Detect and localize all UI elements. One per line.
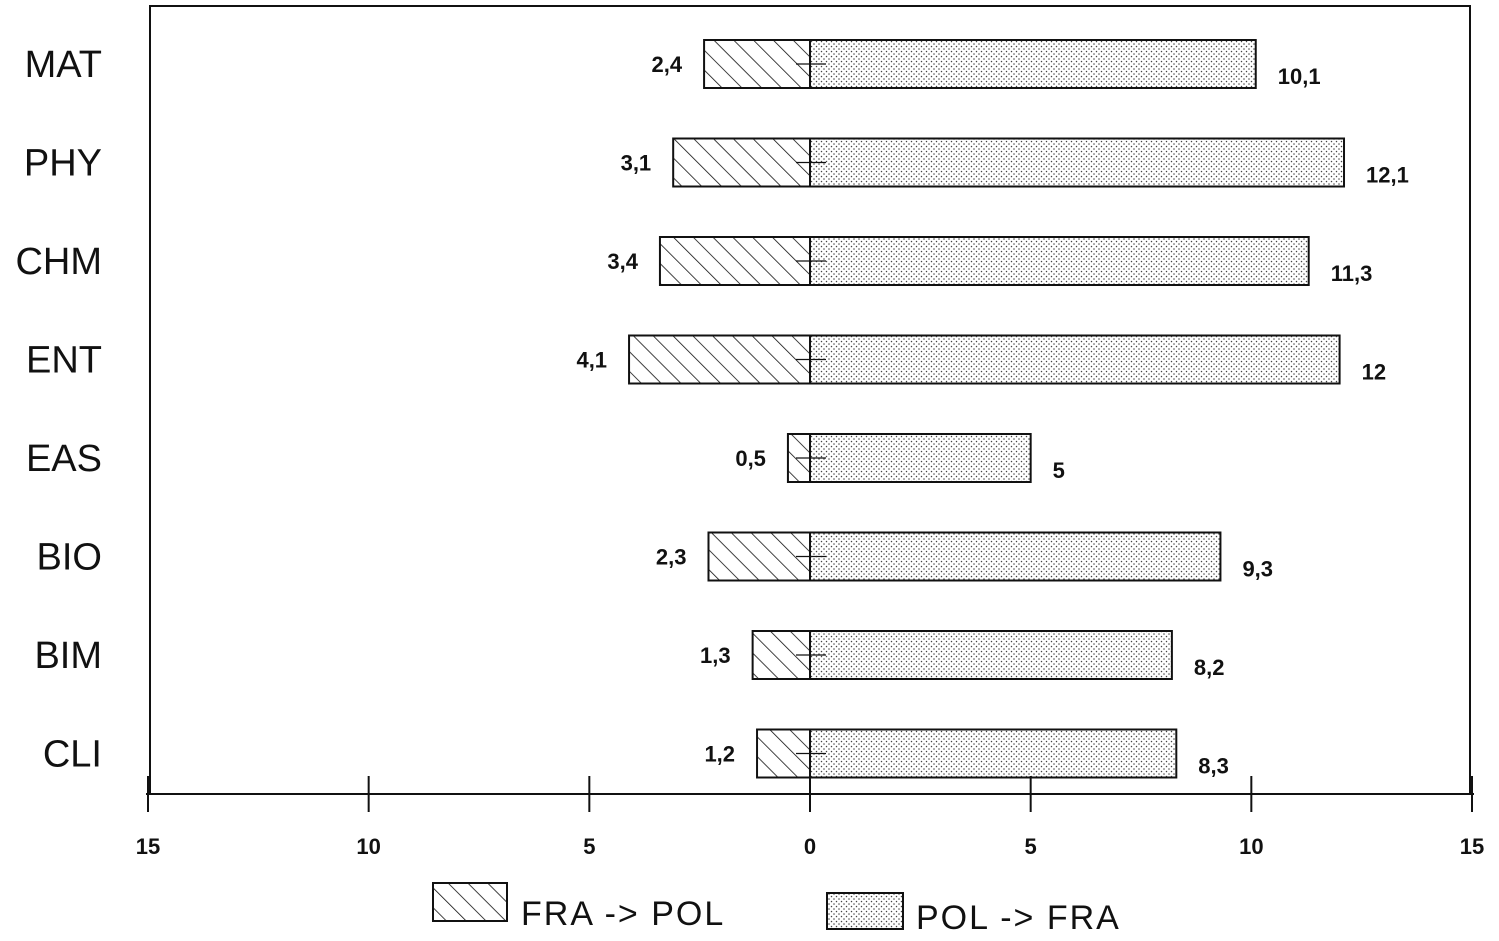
data-label-fra-pol-cli: 1,2 — [704, 742, 735, 767]
legend-label-pol-fra: POL -> FRA — [916, 899, 1121, 937]
data-label-pol-fra-mat: 10,1 — [1278, 64, 1321, 89]
x-axis-ticks: 15 10 5 0 5 10 15 — [136, 776, 1484, 859]
data-label-fra-pol-phy: 3,1 — [621, 151, 652, 176]
data-label-fra-pol-chm: 3,4 — [607, 249, 638, 274]
bar-pol-fra-cli — [809, 728, 1178, 779]
category-label-bio: BIO — [37, 537, 102, 579]
x-tick-label: 10 — [356, 834, 380, 859]
x-tick-label: 0 — [804, 834, 816, 859]
data-label-fra-pol-bim: 1,3 — [700, 643, 731, 668]
bar-fra-pol-mat — [703, 39, 812, 89]
x-tick-label: 15 — [1460, 834, 1484, 859]
legend-label-fra-pol: FRA -> POL — [521, 895, 725, 933]
bar-fra-pol-phy — [672, 137, 811, 188]
bar-fra-pol-ent — [628, 334, 812, 385]
bar-pol-fra-chm — [809, 236, 1310, 286]
category-label-mat: MAT — [25, 44, 102, 86]
bar-fra-pol-chm — [658, 236, 811, 286]
bar-pol-fra-bio — [809, 531, 1222, 582]
data-label-fra-pol-bio: 2,3 — [656, 545, 687, 570]
data-label-fra-pol-mat: 2,4 — [651, 52, 682, 77]
x-tick-label: 5 — [583, 834, 595, 859]
bar-fra-pol-bio — [707, 531, 812, 582]
data-label-fra-pol-eas: 0,5 — [735, 446, 766, 471]
data-label-pol-fra-ent: 12 — [1362, 360, 1386, 385]
legend-swatch-pol-fra — [826, 892, 904, 930]
data-label-pol-fra-chm: 11,3 — [1331, 261, 1373, 286]
x-tick-label: 10 — [1239, 834, 1263, 859]
category-label-ent: ENT — [26, 340, 102, 382]
data-label-pol-fra-bio: 9,3 — [1242, 557, 1273, 582]
bar-pol-fra-bim — [809, 630, 1173, 680]
category-labels: MAT PHY CHM ENT EAS BIO BIM CLI — [15, 44, 102, 776]
bar-pol-fra-mat — [809, 39, 1257, 89]
x-tick-label: 5 — [1025, 834, 1037, 859]
category-label-cli: CLI — [43, 734, 102, 776]
x-tick-label: 15 — [136, 834, 160, 859]
data-label-pol-fra-bim: 8,2 — [1194, 655, 1225, 680]
category-label-bim: BIM — [34, 635, 102, 677]
data-label-pol-fra-eas: 5 — [1053, 458, 1065, 483]
category-label-eas: EAS — [26, 438, 102, 480]
bar-pol-fra-phy — [809, 137, 1346, 188]
bar-pol-fra-ent — [809, 334, 1341, 385]
data-label-pol-fra-cli: 8,3 — [1198, 754, 1229, 779]
data-label-fra-pol-ent: 4,1 — [576, 348, 607, 373]
legend: FRA -> POL POL -> FRA — [432, 882, 1121, 937]
legend-swatch-fra-pol — [432, 882, 508, 922]
data-label-pol-fra-phy: 12,1 — [1366, 163, 1409, 188]
category-label-chm: CHM — [15, 241, 102, 283]
bar-pol-fra-eas — [809, 433, 1032, 483]
category-label-phy: PHY — [24, 143, 102, 185]
bars-group: 2,4 10,1 3,1 12,1 3,4 11,3 4,1 12 0,5 5 2,3 9,3 1,3 8… — [576, 39, 1409, 779]
